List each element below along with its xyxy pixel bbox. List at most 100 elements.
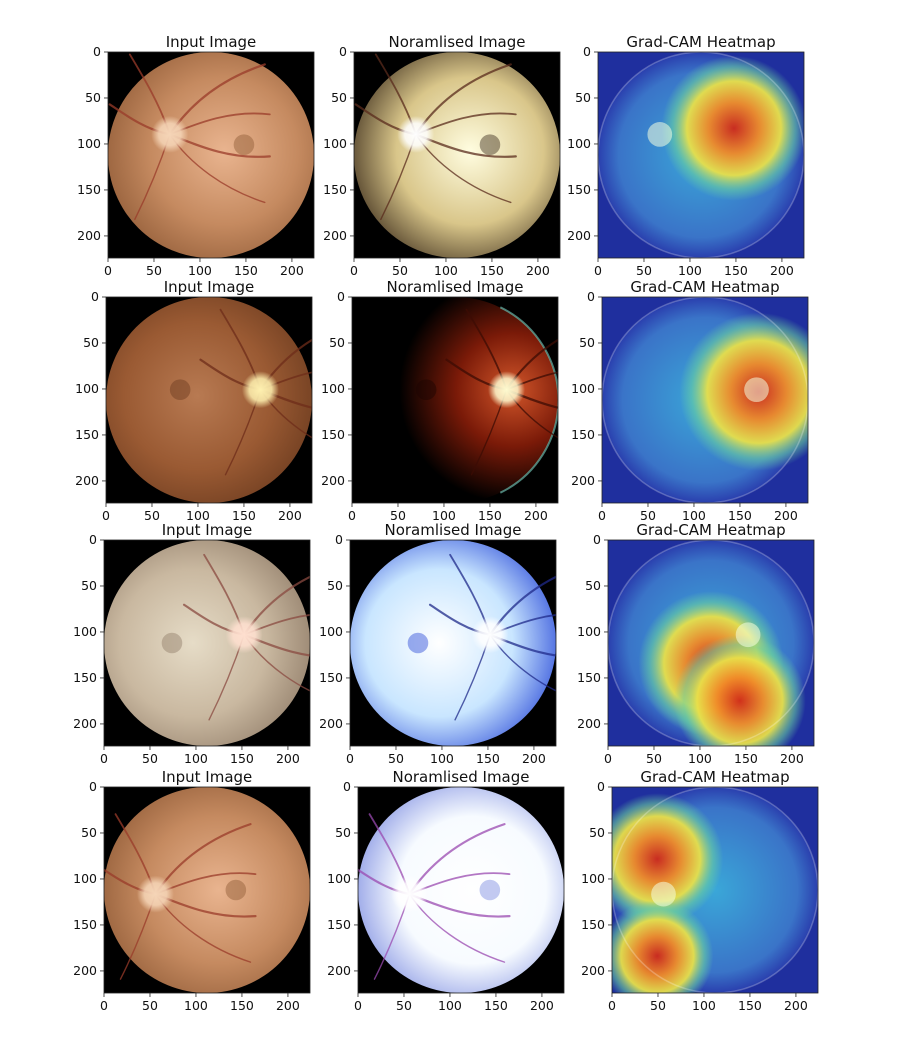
panel-title: Noramlised Image xyxy=(392,768,529,786)
panel-title: Grad-CAM Heatmap xyxy=(640,768,789,786)
y-tick-label: 0 xyxy=(343,779,351,794)
y-tick-label: 100 xyxy=(327,871,351,886)
panel-4-2: Noramlised Image 0 50 100 150 200 0 50 100 150 200 xyxy=(327,768,565,1013)
activation-hotspot xyxy=(612,899,714,993)
y-tick-label: 150 xyxy=(319,670,343,685)
fundus xyxy=(354,52,560,258)
y-tick-label: 100 xyxy=(321,381,345,396)
optic-disc xyxy=(225,616,263,654)
x-tick-label: 100 xyxy=(682,508,706,523)
y-tick-label: 50 xyxy=(579,335,595,350)
axes-frame xyxy=(105,296,313,504)
y-tick-label: 150 xyxy=(73,670,97,685)
x-tick-label: 100 xyxy=(184,751,208,766)
panel-1-1: Input Image 0 50 100 150 200 0 50 100 150 200 xyxy=(77,33,315,278)
x-tick-label: 200 xyxy=(280,263,304,278)
y-tick-label: 50 xyxy=(327,578,343,593)
x-tick-label: 150 xyxy=(724,263,748,278)
x-tick-label: 200 xyxy=(526,263,550,278)
y-tick-label: 100 xyxy=(319,624,343,639)
panel-title: Noramlised Image xyxy=(388,33,525,51)
y-tick-label: 50 xyxy=(85,90,101,105)
x-tick-label: 100 xyxy=(678,263,702,278)
x-tick-label: 0 xyxy=(104,263,112,278)
x-tick-label: 0 xyxy=(346,751,354,766)
y-tick-label: 200 xyxy=(73,716,97,731)
y-tick-label: 200 xyxy=(321,473,345,488)
y-tick-label: 100 xyxy=(577,624,601,639)
x-tick-label: 0 xyxy=(348,508,356,523)
x-tick-label: 50 xyxy=(144,508,160,523)
axes-frame xyxy=(357,786,565,994)
panel-title: Input Image xyxy=(164,278,255,296)
heatmap-image xyxy=(598,52,804,258)
x-tick-label: 150 xyxy=(728,508,752,523)
optic-disc xyxy=(487,371,526,409)
x-tick-label: 50 xyxy=(388,751,404,766)
y-tick-label: 100 xyxy=(581,871,605,886)
y-tick-label: 0 xyxy=(339,44,347,59)
axes-frame xyxy=(103,786,311,994)
x-tick-label: 200 xyxy=(774,508,798,523)
panel-title: Input Image xyxy=(162,768,253,786)
x-tick-label: 50 xyxy=(650,998,666,1013)
x-tick-label: 0 xyxy=(100,998,108,1013)
y-tick-label: 50 xyxy=(589,825,605,840)
x-tick-label: 0 xyxy=(604,751,612,766)
y-tick-label: 100 xyxy=(75,381,99,396)
axes-frame xyxy=(597,51,805,259)
x-tick-label: 150 xyxy=(234,263,258,278)
x-tick-label: 100 xyxy=(692,998,716,1013)
panel-title: Grad-CAM Heatmap xyxy=(626,33,775,51)
panel-title: Input Image xyxy=(166,33,257,51)
normalised-image xyxy=(354,52,560,258)
x-tick-label: 0 xyxy=(102,508,110,523)
x-tick-label: 50 xyxy=(390,508,406,523)
axes-frame xyxy=(607,539,815,747)
y-tick-label: 200 xyxy=(73,963,97,978)
fovea xyxy=(225,879,247,901)
x-tick-label: 150 xyxy=(734,751,758,766)
fovea xyxy=(479,879,501,901)
y-tick-label: 0 xyxy=(597,779,605,794)
optic-disc xyxy=(390,875,429,913)
x-tick-label: 150 xyxy=(476,751,500,766)
y-tick-label: 100 xyxy=(73,871,97,886)
y-tick-label: 100 xyxy=(77,136,101,151)
y-tick-label: 100 xyxy=(567,136,591,151)
y-tick-label: 200 xyxy=(319,716,343,731)
fundus xyxy=(358,787,564,993)
y-tick-label: 200 xyxy=(571,473,595,488)
x-tick-label: 150 xyxy=(478,508,502,523)
x-tick-label: 0 xyxy=(100,751,108,766)
optic-disc xyxy=(151,115,189,153)
optic-disc xyxy=(735,622,761,648)
fundus xyxy=(352,297,558,503)
x-tick-label: 0 xyxy=(594,263,602,278)
panel-3-2: Noramlised Image 0 50 100 150 200 0 50 100 150 200 xyxy=(319,521,557,766)
y-tick-label: 100 xyxy=(571,381,595,396)
y-tick-label: 200 xyxy=(77,228,101,243)
x-tick-label: 200 xyxy=(276,751,300,766)
input-image xyxy=(104,540,310,746)
y-tick-label: 50 xyxy=(83,335,99,350)
panel-title: Input Image xyxy=(162,521,253,539)
y-tick-label: 0 xyxy=(587,289,595,304)
panel-1-3: Grad-CAM Heatmap 0 50 100 150 200 0 50 100 150 200 xyxy=(567,33,805,278)
y-tick-label: 150 xyxy=(77,182,101,197)
y-tick-label: 0 xyxy=(89,532,97,547)
normalised-image xyxy=(350,540,556,746)
x-tick-label: 200 xyxy=(522,751,546,766)
y-tick-label: 200 xyxy=(581,963,605,978)
axes-frame xyxy=(107,51,315,259)
panel-2-1: Input Image 0 50 100 150 200 0 50 100 150 200 xyxy=(75,278,313,523)
heatmap-image xyxy=(608,540,814,746)
y-tick-label: 50 xyxy=(329,335,345,350)
y-tick-label: 150 xyxy=(571,427,595,442)
fovea xyxy=(169,379,191,400)
axes-frame xyxy=(103,539,311,747)
x-tick-label: 50 xyxy=(646,751,662,766)
y-tick-label: 200 xyxy=(327,963,351,978)
y-tick-label: 50 xyxy=(331,90,347,105)
input-image xyxy=(108,52,314,258)
